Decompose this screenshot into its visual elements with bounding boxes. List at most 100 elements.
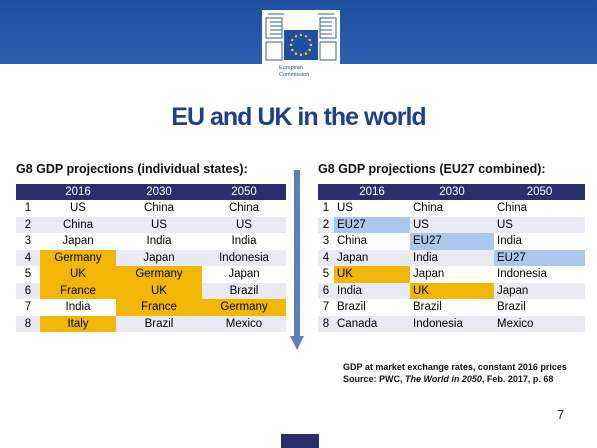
table-cell: India	[40, 299, 116, 316]
table-cell-highlighted: UK	[116, 282, 202, 299]
right-gdp-table: 2016 2030 2050 1 US China China 2 EU27 U…	[318, 184, 585, 332]
table-cell: Indonesia	[202, 249, 286, 266]
column-header: 2050	[202, 184, 286, 200]
european-commission-logo: European Commission	[262, 10, 340, 82]
table-row: 5 UK Japan Indonesia	[318, 266, 585, 283]
table-row: 3 China EU27 India	[318, 233, 585, 250]
source-line-1: GDP at market exchange rates, constant 2…	[343, 362, 567, 372]
table-row: 4 Germany Japan Indonesia	[16, 249, 286, 266]
rank-cell: 3	[16, 233, 40, 250]
source-note: GDP at market exchange rates, constant 2…	[343, 361, 567, 385]
table-cell: Japan	[116, 249, 202, 266]
bottom-tab	[281, 434, 319, 448]
column-header: 2050	[494, 184, 585, 200]
table-cell: Japan	[494, 282, 585, 299]
rank-cell: 6	[16, 282, 40, 299]
table-cell: Brazil	[410, 299, 494, 316]
table-cell: Japan	[202, 266, 286, 283]
table-cell: US	[494, 216, 585, 233]
rank-cell: 4	[16, 249, 40, 266]
table-row: 7 Brazil Brazil Brazil	[318, 299, 585, 316]
table-cell-highlighted: UK	[40, 266, 116, 283]
table-cell: Brazil	[494, 299, 585, 316]
column-header: 2030	[410, 184, 494, 200]
table-cell-highlighted: EU27	[334, 216, 410, 233]
page-title: EU and UK in the world	[171, 103, 426, 131]
rank-cell: 8	[318, 315, 334, 332]
table-cell: Brazil	[334, 299, 410, 316]
table-row: 4 Japan India EU27	[318, 249, 585, 266]
page-number: 7	[557, 407, 565, 422]
table-cell: China	[410, 200, 494, 217]
table-cell: India	[116, 233, 202, 250]
table-row: 5 UK Germany Japan	[16, 266, 286, 283]
rank-header	[318, 184, 334, 200]
table-cell: Brazil	[202, 282, 286, 299]
table-cell: China	[40, 216, 116, 233]
rank-cell: 7	[16, 299, 40, 316]
logo-text-1: European	[279, 65, 303, 71]
table-row: 8 Italy Brazil Mexico	[16, 315, 286, 332]
table-cell: India	[334, 282, 410, 299]
rank-cell: 8	[16, 315, 40, 332]
table-cell: US	[410, 216, 494, 233]
table-cell: US	[40, 200, 116, 217]
table-cell-highlighted: Germany	[40, 249, 116, 266]
table-cell-highlighted: Germany	[116, 266, 202, 283]
table-cell: US	[334, 200, 410, 217]
column-header: 2030	[116, 184, 202, 200]
table-cell-highlighted: EU27	[410, 233, 494, 250]
table-cell: China	[202, 200, 286, 217]
table-cell: China	[334, 233, 410, 250]
table-row: 6 India UK Japan	[318, 282, 585, 299]
table-cell: Indonesia	[410, 315, 494, 332]
table-row: 8 Canada Indonesia Mexico	[318, 315, 585, 332]
rank-cell: 5	[16, 266, 40, 283]
table-row: 1 US China China	[318, 200, 585, 217]
left-table-subtitle: G8 GDP projections (individual states):	[16, 162, 248, 176]
rank-cell: 1	[318, 200, 334, 217]
logo-text-2: Commission	[279, 72, 309, 78]
table-cell: China	[116, 200, 202, 217]
table-cell: US	[116, 216, 202, 233]
rank-cell: 5	[318, 266, 334, 283]
table-cell: India	[494, 233, 585, 250]
table-cell: Japan	[410, 266, 494, 283]
table-cell-highlighted: France	[116, 299, 202, 316]
rank-cell: 3	[318, 233, 334, 250]
column-header: 2016	[40, 184, 116, 200]
table-cell-highlighted: Germany	[202, 299, 286, 316]
table-cell: India	[410, 249, 494, 266]
table-cell: India	[202, 233, 286, 250]
table-row: 3 Japan India India	[16, 233, 286, 250]
rank-cell: 7	[318, 299, 334, 316]
table-row: 6 France UK Brazil	[16, 282, 286, 299]
down-arrow-icon	[290, 170, 304, 350]
table-cell-highlighted: EU27	[494, 249, 585, 266]
rank-header	[16, 184, 40, 200]
table-row: 7 India France Germany	[16, 299, 286, 316]
rank-cell: 6	[318, 282, 334, 299]
table-row: 2 EU27 US US	[318, 216, 585, 233]
table-cell-highlighted: UK	[410, 282, 494, 299]
table-cell: China	[494, 200, 585, 217]
table-cell-highlighted: Italy	[40, 315, 116, 332]
table-cell-highlighted: France	[40, 282, 116, 299]
left-gdp-table: 2016 2030 2050 1 US China China 2 China …	[16, 184, 286, 332]
table-cell: Japan	[334, 249, 410, 266]
table-header-row: 2016 2030 2050	[318, 184, 585, 200]
table-cell: Indonesia	[494, 266, 585, 283]
table-cell-highlighted: UK	[334, 266, 410, 283]
table-row: 1 US China China	[16, 200, 286, 217]
rank-cell: 2	[318, 216, 334, 233]
table-cell: Mexico	[494, 315, 585, 332]
rank-cell: 4	[318, 249, 334, 266]
table-cell: Brazil	[116, 315, 202, 332]
table-row: 2 China US US	[16, 216, 286, 233]
source-line-2: Source: PWC, The World in 2050, Feb. 201…	[343, 374, 554, 384]
table-cell: Japan	[40, 233, 116, 250]
rank-cell: 1	[16, 200, 40, 217]
column-header: 2016	[334, 184, 410, 200]
rank-cell: 2	[16, 216, 40, 233]
right-table-subtitle: G8 GDP projections (EU27 combined):	[318, 162, 546, 176]
